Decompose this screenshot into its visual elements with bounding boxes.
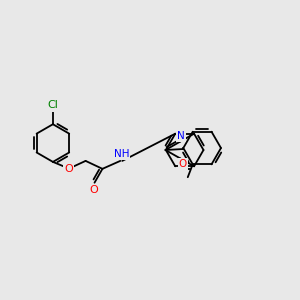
Text: NH: NH (113, 149, 129, 159)
Text: O: O (64, 164, 73, 174)
Text: O: O (89, 184, 98, 195)
Text: N: N (177, 131, 184, 141)
Text: O: O (178, 159, 187, 169)
Text: Cl: Cl (47, 100, 58, 110)
